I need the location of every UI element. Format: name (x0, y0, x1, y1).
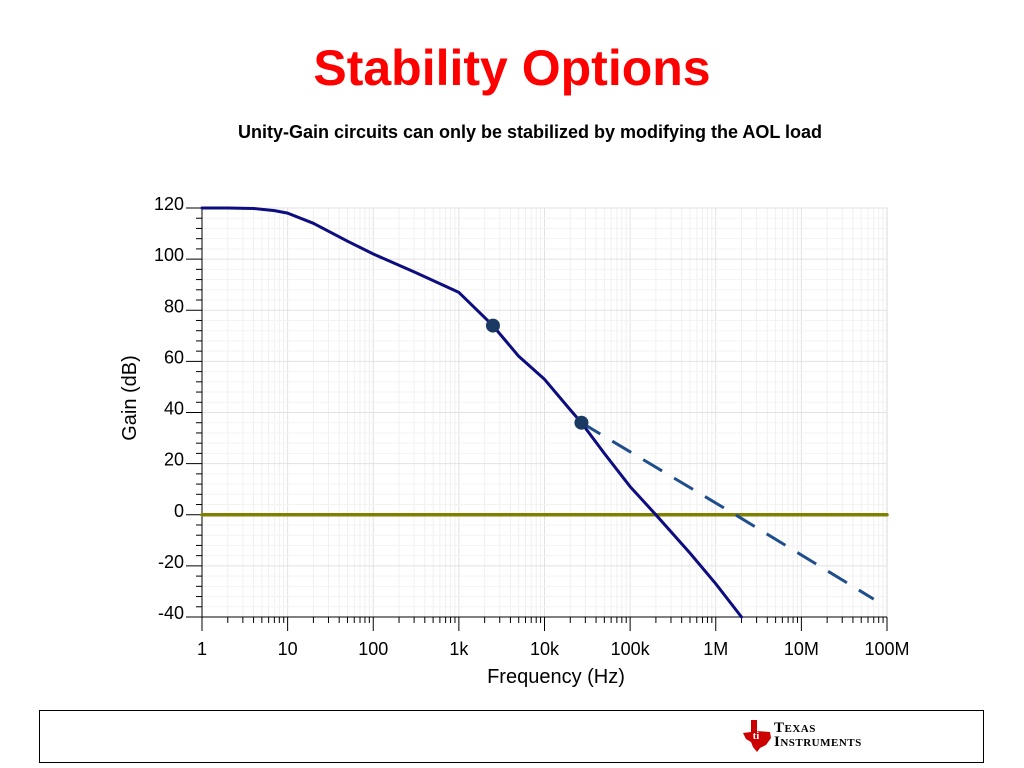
y-tick-label: 40 (164, 399, 184, 419)
x-tick-label: 100 (358, 639, 388, 659)
y-tick-label: 20 (164, 450, 184, 470)
y-tick-label: -40 (158, 603, 184, 623)
y-tick-label: 120 (154, 194, 184, 214)
axes (186, 207, 888, 631)
y-tick-label: -20 (158, 552, 184, 572)
x-tick-label: 10 (278, 639, 298, 659)
ti-wordmark: Texas Instruments (774, 720, 862, 750)
grid (201, 207, 888, 618)
x-tick-label: 10k (530, 639, 560, 659)
x-tick-label: 100M (864, 639, 909, 659)
x-tick-label: 1 (197, 639, 207, 659)
y-tick-label: 100 (154, 245, 184, 265)
tick-labels: 120 100 80 60 40 20 0 -20 -40 1 10 100 1k 10k 100k 1M 10… (154, 194, 910, 659)
x-tick-label: 1M (703, 639, 728, 659)
y-axis-title: Gain (dB) (119, 355, 141, 441)
y-tick-label: 60 (164, 347, 184, 367)
x-axis-title: Frequency (Hz) (487, 666, 625, 688)
y-tick-label: 80 (164, 296, 184, 316)
x-tick-label: 1k (449, 639, 469, 659)
x-tick-label: 100k (611, 639, 651, 659)
ti-logo: ti Texas Instruments (740, 717, 880, 757)
svg-text:ti: ti (753, 730, 760, 742)
texas-state-icon: ti (743, 720, 771, 752)
data-point-marker (574, 415, 589, 430)
ti-logo-line2: Instruments (774, 734, 862, 750)
x-tick-label: 10M (784, 639, 819, 659)
y-tick-label: 0 (174, 501, 184, 521)
data-point-marker (485, 318, 500, 333)
slide-title: Stability Options (313, 40, 711, 96)
gain-frequency-chart: 120 100 80 60 40 20 0 -20 -40 1 10 100 1k 10k 100k 1M 10… (119, 194, 910, 688)
slide-subtitle: Unity-Gain circuits can only be stabiliz… (237, 122, 823, 142)
footer-bar (39, 710, 984, 763)
ti-logo-line1: Texas (774, 720, 816, 736)
markers-group (485, 318, 589, 430)
